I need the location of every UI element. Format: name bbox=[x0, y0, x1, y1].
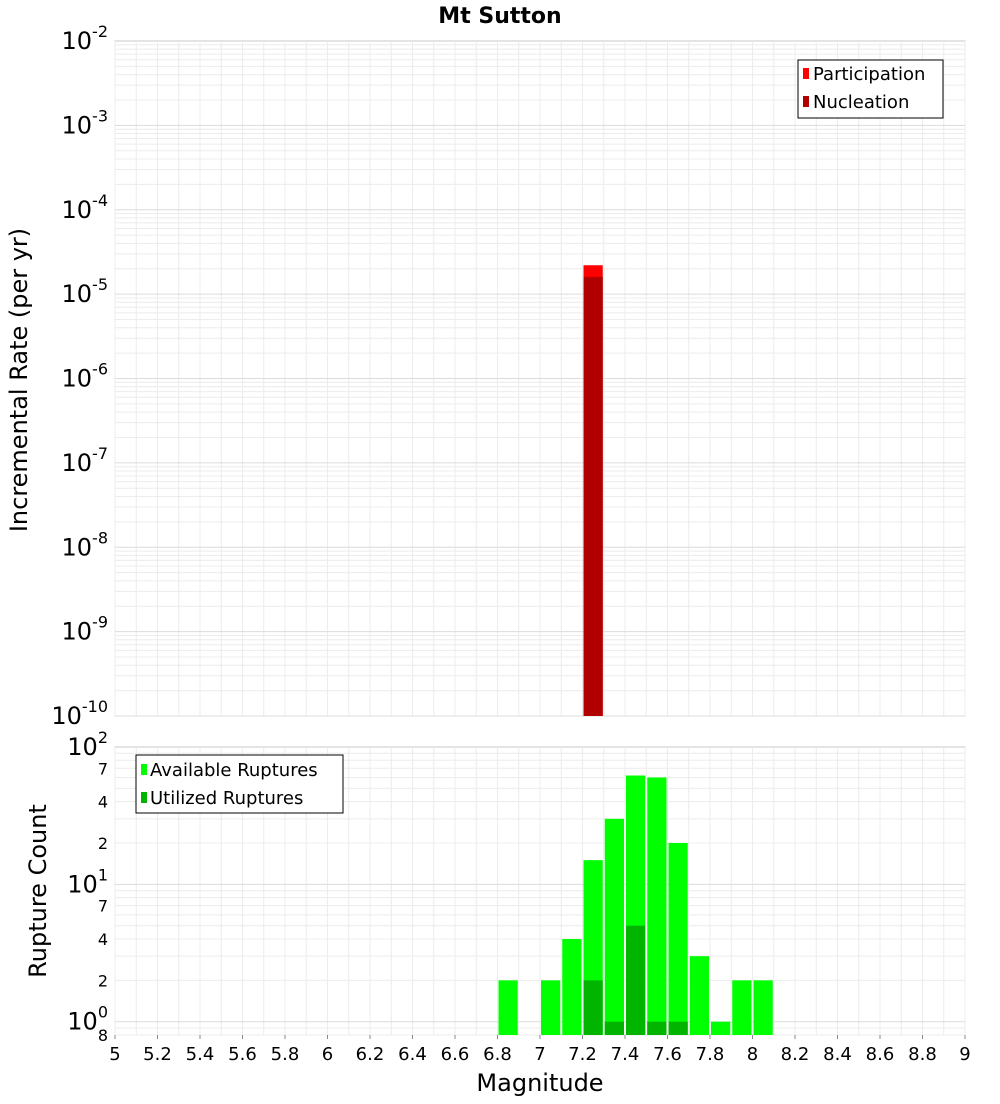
top-legend: Participation Nucleation bbox=[797, 59, 944, 119]
bottom-bar-utilized-ruptures bbox=[668, 1021, 688, 1035]
x-tick-label: 5.8 bbox=[271, 1044, 300, 1065]
chart-title: Mt Sutton bbox=[438, 4, 561, 29]
top-y-tick-label: 10-3 bbox=[62, 106, 109, 139]
x-tick-label: 7.6 bbox=[653, 1044, 682, 1065]
legend-swatch-nucleation bbox=[803, 96, 809, 107]
top-y-tick-label: 10-8 bbox=[62, 528, 109, 561]
legend-swatch-available-ruptures bbox=[141, 764, 147, 775]
top-y-ticks: 10-2 10-3 10-4 10-5 10-6 10-7 10-8 10-9 10-10 bbox=[51, 22, 108, 730]
top-y-tick-label: 10-7 bbox=[62, 444, 109, 477]
x-ticks: 5 5.2 5.4 5.6 5.8 6 6.2 6.4 6.6 6.8 7 7.2 7.4 7.6 7.8 8… bbox=[109, 1035, 971, 1065]
x-tick-label: 8.6 bbox=[866, 1044, 895, 1065]
legend-label-available-ruptures: Available Ruptures bbox=[150, 760, 318, 781]
bottom-y-minor-tick-label: 8 bbox=[98, 1026, 108, 1045]
x-tick-label: 7.8 bbox=[696, 1044, 725, 1065]
x-tick-label: 6.2 bbox=[356, 1044, 385, 1065]
x-tick-label: 8 bbox=[747, 1044, 758, 1065]
legend-label-participation: Participation bbox=[813, 64, 925, 85]
bottom-bar-available-ruptures bbox=[732, 980, 752, 1035]
bottom-y-axis-label: Rupture Count bbox=[24, 804, 52, 978]
x-tick-label: 5 bbox=[109, 1044, 120, 1065]
bottom-bar-available-ruptures bbox=[541, 980, 561, 1035]
legend-swatch-participation bbox=[803, 68, 809, 79]
top-y-tick-label: 10-6 bbox=[62, 360, 109, 393]
top-y-tick-label: 10-2 bbox=[62, 22, 109, 55]
top-bar-nucleation bbox=[583, 276, 603, 716]
bottom-bar-available-ruptures bbox=[711, 1021, 731, 1035]
x-tick-label: 5.2 bbox=[143, 1044, 172, 1065]
bottom-legend: Available Ruptures Utilized Ruptures bbox=[135, 754, 344, 814]
bottom-bar-available-ruptures bbox=[753, 980, 773, 1035]
bottom-bar-available-ruptures bbox=[668, 843, 688, 1035]
x-tick-label: 5.6 bbox=[228, 1044, 257, 1065]
bottom-y-minor-tick-label: 7 bbox=[98, 897, 108, 916]
bottom-legend-box bbox=[135, 754, 344, 814]
bottom-bar-available-ruptures bbox=[604, 818, 624, 1035]
bottom-bar-available-ruptures bbox=[562, 939, 582, 1035]
x-tick-label: 9 bbox=[959, 1044, 970, 1065]
x-tick-label: 8.8 bbox=[908, 1044, 937, 1065]
x-tick-label: 7.2 bbox=[568, 1044, 597, 1065]
x-tick-label: 5.4 bbox=[186, 1044, 215, 1065]
x-tick-label: 8.4 bbox=[823, 1044, 852, 1065]
x-axis-label: Magnitude bbox=[476, 1069, 603, 1097]
bottom-bar-utilized-ruptures bbox=[604, 1021, 624, 1035]
bottom-y-tick-label: 101 bbox=[67, 865, 108, 898]
top-legend-box bbox=[797, 59, 944, 119]
x-tick-label: 7.4 bbox=[611, 1044, 640, 1065]
x-tick-label: 7 bbox=[534, 1044, 545, 1065]
bottom-y-minor-tick-label: 2 bbox=[98, 834, 108, 853]
top-bars bbox=[583, 265, 603, 716]
bottom-bar-utilized-ruptures bbox=[626, 925, 646, 1035]
legend-label-utilized-ruptures: Utilized Ruptures bbox=[150, 788, 303, 809]
bottom-y-minor-tick-label: 4 bbox=[98, 793, 108, 812]
x-tick-label: 8.2 bbox=[781, 1044, 810, 1065]
x-tick-label: 6 bbox=[322, 1044, 333, 1065]
legend-swatch-utilized-ruptures bbox=[141, 792, 147, 803]
top-y-axis-label: Incremental Rate (per yr) bbox=[5, 228, 33, 532]
top-y-tick-label: 10-9 bbox=[62, 613, 109, 646]
bottom-bar-available-ruptures bbox=[689, 956, 709, 1035]
bottom-y-tick-label: 100 bbox=[67, 1003, 108, 1036]
bottom-bar-available-ruptures bbox=[647, 777, 667, 1035]
bottom-bar-utilized-ruptures bbox=[583, 980, 603, 1035]
bottom-y-ticks: 102 101 100 7 4 2 7 4 2 8 bbox=[67, 728, 108, 1045]
bottom-bar-available-ruptures bbox=[498, 980, 518, 1035]
legend-label-nucleation: Nucleation bbox=[813, 92, 909, 113]
bottom-y-tick-label: 102 bbox=[67, 728, 108, 761]
x-tick-label: 6.8 bbox=[483, 1044, 512, 1065]
top-y-tick-label: 10-4 bbox=[62, 191, 109, 224]
top-grid bbox=[114, 41, 966, 717]
x-tick-label: 6.4 bbox=[398, 1044, 427, 1065]
bottom-y-minor-tick-label: 7 bbox=[98, 759, 108, 778]
top-y-tick-label: 10-5 bbox=[62, 275, 109, 308]
bottom-y-minor-tick-label: 4 bbox=[98, 930, 108, 949]
bottom-bars bbox=[498, 775, 773, 1035]
bottom-y-minor-tick-label: 2 bbox=[98, 971, 108, 990]
x-tick-label: 6.6 bbox=[441, 1044, 470, 1065]
bottom-bar-utilized-ruptures bbox=[647, 1021, 667, 1035]
top-y-tick-label: 10-10 bbox=[51, 697, 108, 730]
